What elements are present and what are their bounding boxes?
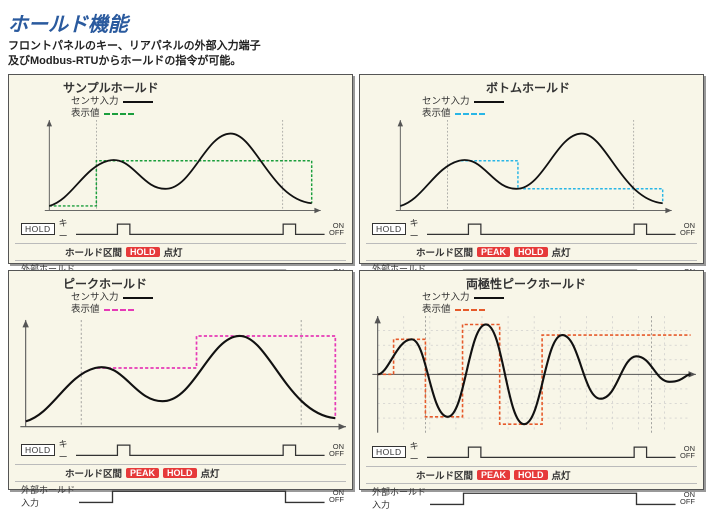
chart-svg-peak	[15, 316, 346, 436]
chart-grid: サンプルホールド センサ入力 表示値 HOLD キー ONOFF	[8, 74, 712, 490]
subtitle: フロントパネルのキー、リアパネルの外部入力端子 及びModbus-RTUからホー…	[8, 39, 712, 70]
chart-svg-bottom	[366, 120, 697, 215]
legend-sensor-swatch	[474, 101, 504, 103]
legend-display-label: 表示値	[71, 304, 100, 316]
legend-display-swatch	[104, 113, 134, 115]
pulse-key-icon	[76, 222, 325, 237]
legend-bottom: センサ入力 表示値	[422, 96, 697, 121]
legend-sensor-label: センサ入力	[71, 96, 119, 108]
interval-label: ホールド区間	[65, 245, 122, 259]
panel-bottom-hold: ボトムホールド センサ入力 表示値 HOLD キー ONOFF ホールド区間	[359, 74, 704, 264]
lamp-suffix: 点灯	[552, 468, 571, 482]
legend-display-label: 表示値	[422, 108, 451, 120]
footer-bipolar: HOLD キー ONOFF ホールド区間 PEAK HOLD 点灯 外部ホールド…	[366, 439, 697, 511]
peak-badge: PEAK	[477, 470, 510, 480]
legend-sensor-label: センサ入力	[71, 292, 119, 304]
lamp-suffix: 点灯	[552, 245, 571, 259]
on-off-labels: ONOFF	[680, 222, 697, 237]
subtitle-line-2: 及びModbus-RTUからホールドの指令が可能。	[8, 55, 241, 67]
legend-bipolar: センサ入力 表示値	[422, 292, 697, 317]
chart-svg-bipolar	[366, 316, 697, 438]
on-off-labels: ONOFF	[329, 222, 346, 237]
main-title: ホールド機能	[8, 8, 712, 37]
ext-input-label: 外部ホールド入力	[372, 485, 426, 511]
pulse-key-icon	[427, 222, 676, 237]
pulse-key-icon	[76, 443, 325, 458]
legend-display-swatch	[455, 113, 485, 115]
panel-peak-hold: ピークホールド センサ入力 表示値 HOLD キー ONOFF ホールド区間	[8, 270, 353, 490]
key-label: キー	[410, 216, 424, 242]
panel-sample-hold: サンプルホールド センサ入力 表示値 HOLD キー ONOFF	[8, 74, 353, 264]
hold-key-box: HOLD	[372, 446, 406, 458]
chart-title-sample: サンプルホールド	[63, 79, 346, 96]
hold-key-box: HOLD	[372, 223, 406, 235]
hold-key-box: HOLD	[21, 444, 55, 456]
pulse-key-icon	[427, 445, 676, 460]
interval-label: ホールド区間	[416, 245, 473, 259]
legend-peak: センサ入力 表示値	[71, 292, 346, 317]
legend-sensor-label: センサ入力	[422, 292, 470, 304]
legend-sensor-swatch	[474, 297, 504, 299]
peak-badge: PEAK	[126, 468, 159, 478]
on-off-labels: ONOFF	[680, 445, 697, 460]
legend-display-swatch	[104, 309, 134, 311]
hold-key-box: HOLD	[21, 223, 55, 235]
interval-label: ホールド区間	[416, 468, 473, 482]
ext-input-label: 外部ホールド入力	[21, 483, 75, 509]
pulse-ext-icon	[79, 489, 325, 505]
pulse-ext-icon	[430, 491, 676, 507]
key-label: キー	[59, 437, 73, 463]
chart-title-peak: ピークホールド	[63, 275, 346, 292]
key-label: キー	[59, 216, 73, 242]
on-off-labels: ONOFF	[329, 489, 346, 504]
legend-sensor-label: センサ入力	[422, 96, 470, 108]
legend-sensor-swatch	[123, 101, 153, 103]
subtitle-line-1: フロントパネルのキー、リアパネルの外部入力端子	[8, 40, 261, 52]
hold-badge: HOLD	[126, 247, 160, 257]
lamp-suffix: 点灯	[201, 466, 220, 480]
footer-peak: HOLD キー ONOFF ホールド区間 PEAK HOLD 点灯 外部ホールド…	[15, 437, 346, 509]
on-off-labels: ONOFF	[329, 443, 346, 458]
chart-svg-sample	[15, 120, 346, 215]
panel-bipolar-peak-hold: 両極性ピークホールド センサ入力 表示値 HOLD キー ONOFF	[359, 270, 704, 490]
legend-display-swatch	[455, 309, 485, 311]
hold-badge: HOLD	[163, 468, 197, 478]
chart-title-bipolar: 両極性ピークホールド	[466, 275, 697, 292]
legend-sample: センサ入力 表示値	[71, 96, 346, 121]
legend-display-label: 表示値	[71, 108, 100, 120]
interval-label: ホールド区間	[65, 466, 122, 480]
peak-badge: PEAK	[477, 247, 510, 257]
legend-display-label: 表示値	[422, 304, 451, 316]
chart-title-bottom: ボトムホールド	[486, 79, 697, 96]
key-label: キー	[410, 439, 424, 465]
on-off-labels: ONOFF	[680, 491, 697, 506]
legend-sensor-swatch	[123, 297, 153, 299]
hold-badge: HOLD	[514, 470, 548, 480]
hold-badge: HOLD	[514, 247, 548, 257]
lamp-suffix: 点灯	[164, 245, 183, 259]
